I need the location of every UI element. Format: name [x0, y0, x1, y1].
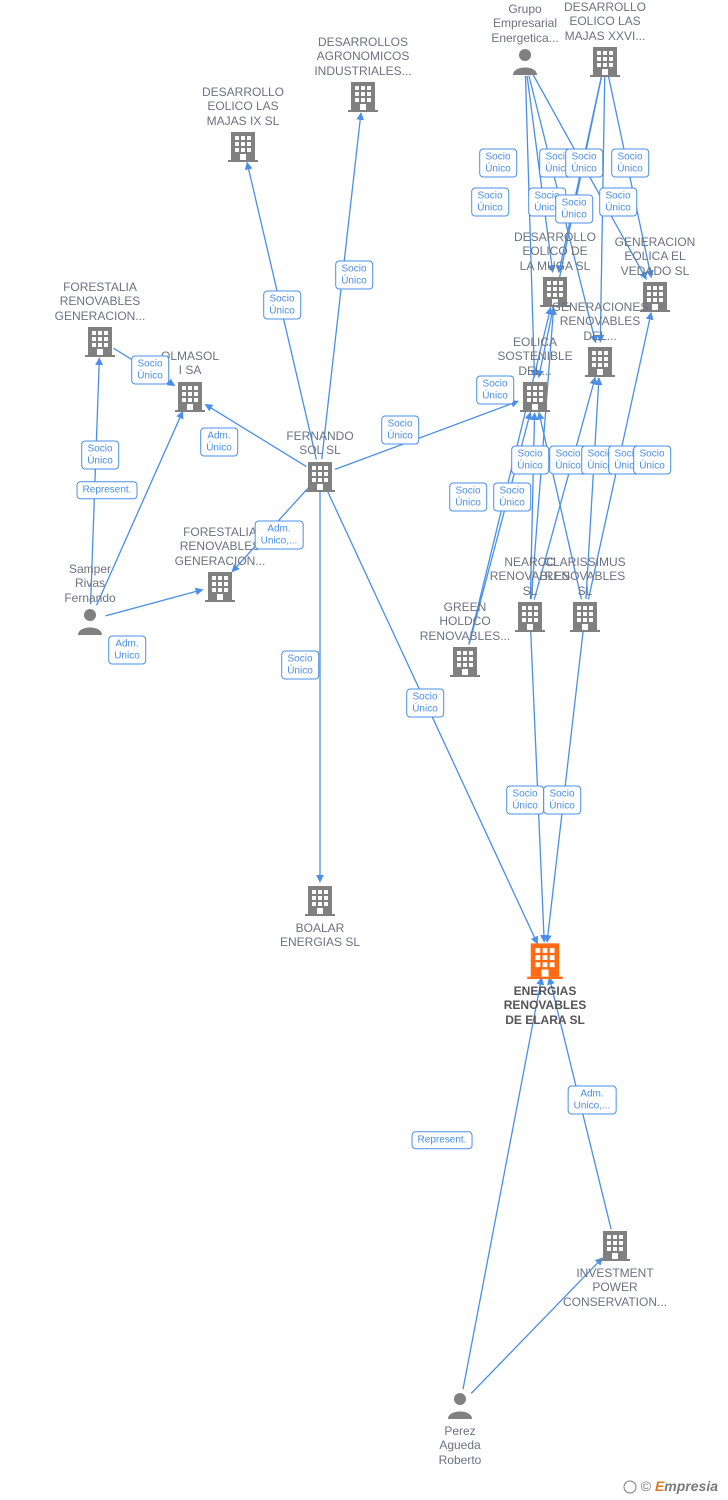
building-icon: [527, 941, 563, 984]
node-elara[interactable]: ENERGIAS RENOVABLES DE ELARA SL: [490, 941, 600, 1029]
edge-label: SocioÚnico: [281, 651, 319, 680]
edge-label: SocioÚnico: [493, 483, 531, 512]
edge-label: Represent.: [412, 1131, 473, 1149]
person-icon: [76, 607, 104, 640]
node-des_xxvi[interactable]: DESARROLLO EOLICO LAS MAJAS XXVI...: [550, 0, 660, 82]
footer-attribution: © Empresia: [623, 1478, 718, 1494]
edge-label: SocioÚnico: [555, 195, 593, 224]
person-icon: [511, 47, 539, 80]
building-icon: [590, 45, 620, 82]
node-label: CLARISSIMUS RENOVABLES SL: [530, 555, 640, 598]
edge-label: SocioÚnico: [565, 149, 603, 178]
edge-label: SocioÚnico: [599, 188, 637, 217]
node-label: Samper Rivas Fernando: [35, 562, 145, 605]
edge-label: Adm.Unico: [108, 636, 146, 665]
building-icon: [570, 600, 600, 637]
node-label: DESARROLLO EOLICO DE LA MUGA SL: [500, 230, 610, 273]
node-clariss[interactable]: CLARISSIMUS RENOVABLES SL: [530, 555, 640, 637]
node-samper[interactable]: Samper Rivas Fernando: [35, 562, 145, 640]
node-label: ENERGIAS RENOVABLES DE ELARA SL: [490, 984, 600, 1027]
building-icon: [600, 1229, 630, 1266]
node-des_agro[interactable]: DESARROLLOS AGRONOMICOS INDUSTRIALES...: [308, 35, 418, 117]
node-label: BOALAR ENERGIAS SL: [265, 921, 375, 950]
building-icon: [175, 380, 205, 417]
node-label: FERNANDO SOL SL: [265, 429, 375, 458]
edge-label: SocioÚnico: [131, 356, 169, 385]
node-label: DESARROLLOS AGRONOMICOS INDUSTRIALES...: [308, 35, 418, 78]
node-fernando[interactable]: FERNANDO SOL SL: [265, 429, 375, 497]
node-label: FORESTALIA RENOVABLES GENERACION...: [45, 280, 155, 323]
node-label: Perez Agueda Roberto: [405, 1424, 515, 1467]
building-icon: [520, 380, 550, 417]
edge-label: SocioÚnico: [611, 149, 649, 178]
edge-label: SocioÚnico: [406, 689, 444, 718]
node-invest[interactable]: INVESTMENT POWER CONSERVATION...: [560, 1229, 670, 1311]
edge-label: SocioÚnico: [263, 291, 301, 320]
edge-label: Adm.Unico,...: [568, 1086, 617, 1115]
edge-label: SocioÚnico: [81, 441, 119, 470]
edge-label: SocioÚnico: [381, 416, 419, 445]
edge-label: SocioÚnico: [449, 483, 487, 512]
edge-label: SocioÚnico: [633, 446, 671, 475]
person-icon: [446, 1391, 474, 1424]
edge-label: SocioÚnico: [479, 149, 517, 178]
node-label: INVESTMENT POWER CONSERVATION...: [560, 1266, 670, 1309]
copyright-symbol: ©: [641, 1478, 651, 1494]
edge-label: SocioÚnico: [506, 786, 544, 815]
building-icon: [305, 884, 335, 921]
building-icon: [450, 645, 480, 682]
node-perez[interactable]: Perez Agueda Roberto: [405, 1391, 515, 1469]
building-icon: [348, 80, 378, 117]
node-boalar[interactable]: BOALAR ENERGIAS SL: [265, 884, 375, 952]
edge-label: SocioÚnico: [471, 188, 509, 217]
edge-label: SocioÚnico: [335, 261, 373, 290]
node-label: DESARROLLO EOLICO LAS MAJAS IX SL: [188, 85, 298, 128]
building-icon: [205, 570, 235, 607]
copyright-icon: [623, 1480, 637, 1494]
building-icon: [228, 130, 258, 167]
edge-label: SocioÚnico: [511, 446, 549, 475]
node-label: GENERACION EOLICA EL VEDADO SL: [600, 235, 710, 278]
node-label: DESARROLLO EOLICO LAS MAJAS XXVI...: [550, 0, 660, 43]
edge-label: SocioÚnico: [543, 786, 581, 815]
building-icon: [85, 325, 115, 362]
edge-label: Adm.Unico,...: [255, 521, 304, 550]
edge-label: Represent.: [77, 481, 138, 499]
edge-label: SocioÚnico: [476, 376, 514, 405]
building-icon: [305, 460, 335, 497]
node-label: EOLICA SOSTENIBLE DEL...: [480, 335, 590, 378]
edge-label: Adm.Único: [200, 428, 238, 457]
node-des_ix[interactable]: DESARROLLO EOLICO LAS MAJAS IX SL: [188, 85, 298, 167]
brand-name: Empresia: [655, 1478, 718, 1494]
